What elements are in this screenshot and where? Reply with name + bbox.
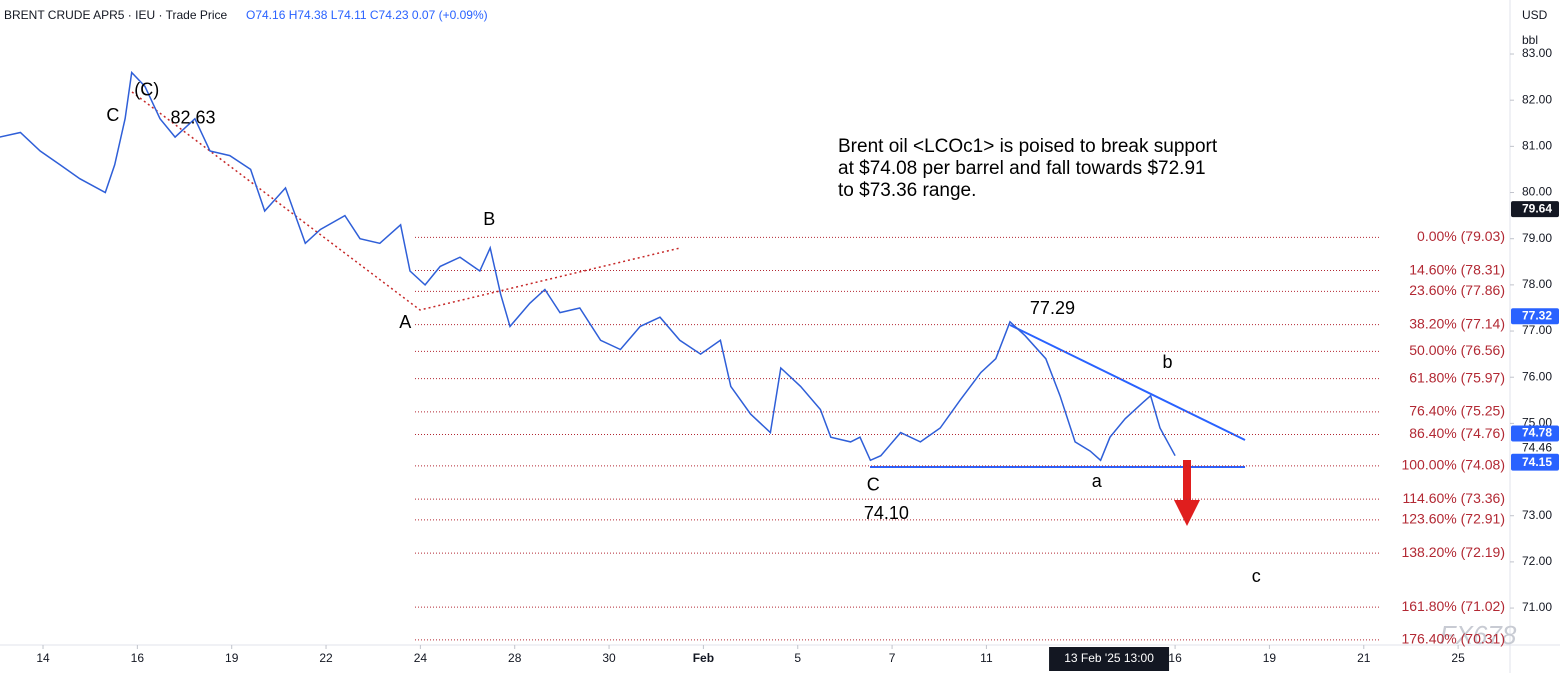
x-tick-label: 11 <box>980 651 993 665</box>
price-badge <box>1511 201 1559 218</box>
y-tick-label: 82.00 <box>1522 92 1552 106</box>
price-line <box>0 70 1176 462</box>
y-tick-label: 80.00 <box>1522 185 1552 199</box>
x-tick-label: 14 <box>36 651 50 665</box>
fib-label: 0.00% (79.03) <box>1417 228 1505 244</box>
wave-annotation: 74.10 <box>864 503 909 523</box>
currency[interactable]: USD <box>1522 8 1548 22</box>
fib-label: 76.40% (75.25) <box>1409 403 1505 419</box>
x-tick-label: 28 <box>508 651 522 665</box>
watermark: FX678 <box>1440 620 1517 650</box>
y-tick-label: 81.00 <box>1522 139 1552 153</box>
fib-label: 161.80% (71.02) <box>1401 598 1505 614</box>
x-tick-label: 30 <box>602 651 616 665</box>
crosshair-badge <box>1049 647 1170 671</box>
wave-annotation: B <box>483 209 495 229</box>
fib-label: 114.60% (73.36) <box>1403 490 1505 506</box>
price-badge-label: 74.15 <box>1522 455 1552 469</box>
y-tick-label: 83.00 <box>1522 46 1552 60</box>
commentary: to $73.36 range. <box>838 180 976 201</box>
y-tick-label: 77.00 <box>1522 323 1552 337</box>
price-badge <box>1511 425 1559 442</box>
wave-annotation: c <box>1252 566 1261 586</box>
wave-annotation: C <box>867 474 880 494</box>
fib-label: 123.60% (72.91) <box>1401 511 1505 527</box>
x-tick-label: 19 <box>1263 651 1277 665</box>
unit[interactable]: bbl <box>1522 33 1538 47</box>
wave-annotation: A <box>399 312 411 332</box>
y-tick-label: 72.00 <box>1522 554 1552 568</box>
y-tick-label: 78.00 <box>1522 277 1552 291</box>
commentary: at $74.08 per barrel and fall towards $7… <box>838 158 1206 179</box>
drawings <box>131 91 1246 526</box>
fib-label: 176.40% (70.31) <box>1401 631 1505 647</box>
price-badge <box>1511 454 1559 471</box>
fib-label: 23.60% (77.86) <box>1409 282 1505 298</box>
arrow-shaft <box>1183 460 1191 502</box>
wave-annotation: (C) <box>134 80 159 100</box>
symbol-header: BRENT CRUDE APR5 · IEU · Trade Price <box>4 8 227 22</box>
wave-annotation: b <box>1163 352 1173 372</box>
y-tick-label: 71.00 <box>1522 600 1552 614</box>
price-badge-label: 79.64 <box>1522 201 1552 215</box>
ohlc-values: O74.16 H74.38 L74.11 C74.23 0.07 (+0.09%… <box>246 8 488 22</box>
commentary: Brent oil <LCOc1> is poised to break sup… <box>838 136 1218 157</box>
x-tick-label: 19 <box>225 651 239 665</box>
fib-label: 14.60% (78.31) <box>1409 261 1505 277</box>
x-tick-label: Feb <box>693 651 714 665</box>
x-tick-label: 24 <box>414 651 428 665</box>
x-tick-label: 7 <box>889 651 896 665</box>
y-tick-label: 79.00 <box>1522 231 1552 245</box>
x-tick-label: 16 <box>131 651 145 665</box>
fib-label: 50.00% (76.56) <box>1409 342 1505 358</box>
x-tick-label: 16 <box>1168 651 1182 665</box>
fib-label: 138.20% (72.19) <box>1401 544 1505 560</box>
wave-annotation: 82.63 <box>170 107 215 127</box>
wave-annotation: 77.29 <box>1030 298 1075 318</box>
fib-label: 100.00% (74.08) <box>1401 457 1505 473</box>
price-badge <box>1511 308 1559 325</box>
wave-trendline <box>131 91 681 311</box>
price-badge-label: 74.78 <box>1522 426 1552 440</box>
price-badge-label: 77.32 <box>1522 308 1552 322</box>
x-tick-label: 21 <box>1357 651 1371 665</box>
y-tick-label: 73.00 <box>1522 508 1552 522</box>
arrow-head <box>1174 500 1200 526</box>
x-tick-label: 25 <box>1451 651 1465 665</box>
x-tick-label: 5 <box>794 651 801 665</box>
wave-annotation: a <box>1092 471 1103 491</box>
fib-label: 86.40% (74.76) <box>1409 425 1505 441</box>
price-badge-label: 74.46 <box>1522 440 1552 454</box>
crosshair-label: 13 Feb '25 13:00 <box>1064 651 1154 665</box>
fib-label: 61.80% (75.97) <box>1409 369 1505 385</box>
y-tick-label: 76.00 <box>1522 369 1552 383</box>
resistance-line <box>1009 324 1246 441</box>
x-tick-label: 22 <box>319 651 333 665</box>
wave-annotation: C <box>106 105 119 125</box>
fib-label: 38.20% (77.14) <box>1409 315 1505 331</box>
